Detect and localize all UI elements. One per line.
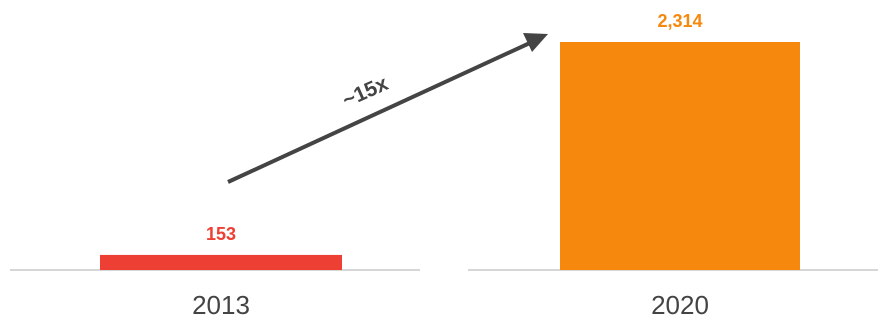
growth-arrow-head bbox=[523, 33, 548, 52]
bars bbox=[100, 42, 800, 270]
bar-2013 bbox=[100, 254, 342, 270]
value-labels: 153 2,314 bbox=[206, 11, 703, 244]
category-label-2013: 2013 bbox=[192, 290, 250, 320]
category-labels: 2013 2020 bbox=[192, 290, 709, 320]
value-label-2013: 153 bbox=[206, 224, 236, 244]
category-label-2020: 2020 bbox=[651, 290, 709, 320]
value-label-2020: 2,314 bbox=[657, 11, 702, 31]
growth-arrow-line bbox=[227, 40, 533, 184]
growth-annotation: ~15x bbox=[339, 72, 392, 112]
growth-arrow: ~15x bbox=[227, 33, 548, 184]
bar-2020 bbox=[560, 42, 800, 270]
